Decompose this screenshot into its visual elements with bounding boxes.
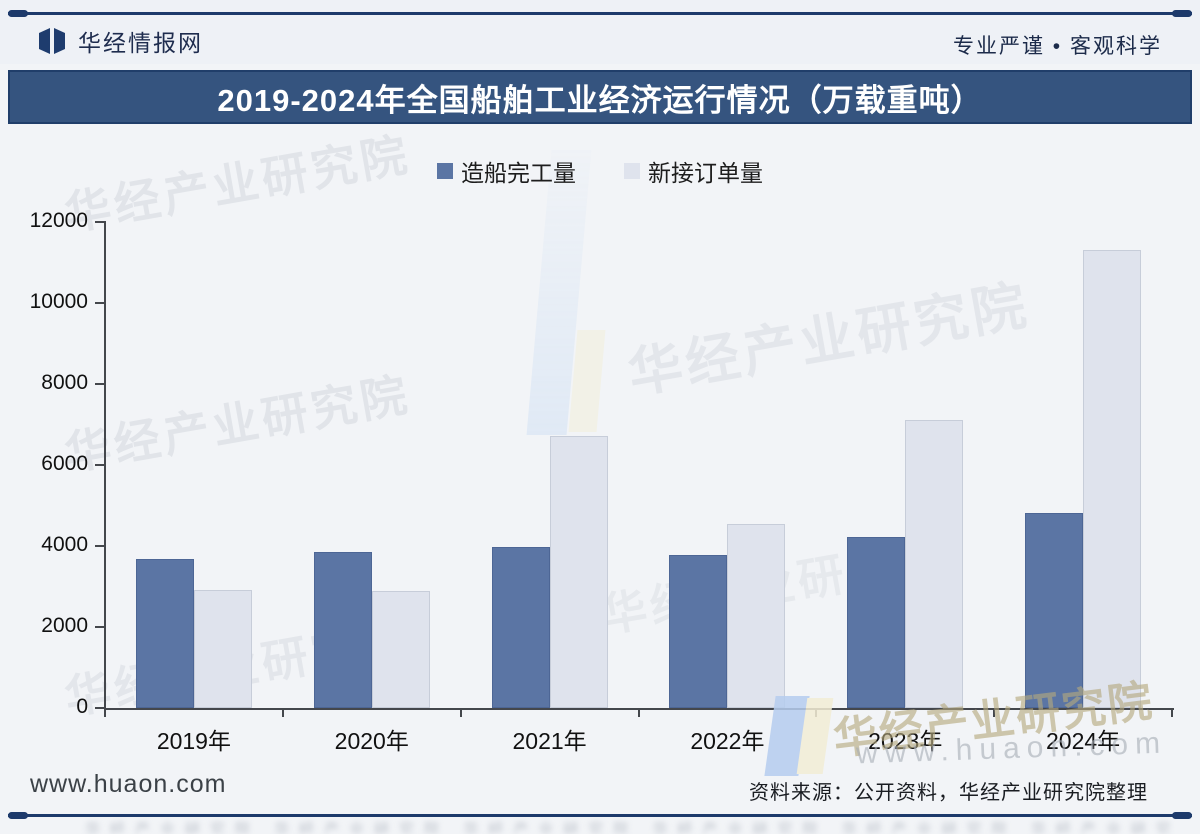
bar-2023年-造船完工量 [847,536,906,708]
legend-item-completions: 造船完工量 [437,154,576,188]
brand: 华经情报网 [36,24,203,58]
legend-swatch-new-orders [624,163,640,179]
bar-2019年-造船完工量 [135,559,194,708]
x-tick-mark [637,710,640,717]
chart-legend: 造船完工量 新接订单量 [0,154,1200,188]
header-strip [0,0,1200,64]
y-tick-label: 2000 [41,614,88,637]
watermark-blur-strip: 华经产业研究院 华经产业研究院 华经产业研究院 华经产业研究院 华经产业研究院 … [85,821,1175,834]
y-tick-label: 4000 [41,533,88,556]
x-tick-mark [993,710,996,717]
y-tick-label: 6000 [41,452,88,475]
bottom-divider-left-cap [8,812,28,819]
legend-swatch-completions [437,163,453,179]
y-tick-mark [95,707,105,709]
bar-2023年-新接订单量 [905,419,964,708]
top-divider-line [8,12,1192,15]
bar-2019年-新接订单量 [193,590,252,708]
bar-2020年-新接订单量 [371,590,430,708]
x-tick-mark [281,710,284,717]
y-tick-label: 8000 [41,371,88,394]
legend-label-completions: 造船完工量 [461,160,576,186]
bar-2024年-造船完工量 [1025,512,1084,708]
chart-title-bar: 2019-2024年全国船舶工业经济运行情况（万载重吨） [8,70,1192,124]
brand-name: 华经情报网 [78,30,203,56]
header-tagline: 专业严谨 • 客观科学 [952,35,1162,58]
y-tick-label: 0 [76,695,88,718]
y-tick-label: 12000 [29,209,88,232]
x-category-label: 2022年 [690,728,765,754]
x-category-label: 2019年 [156,728,231,754]
y-tick-mark [95,626,105,628]
legend-item-new-orders: 新接订单量 [624,154,763,188]
y-tick-label: 10000 [29,290,88,313]
footer-source-note: 资料来源：公开资料，华经产业研究院整理 [749,782,1148,804]
x-category-label: 2024年 [1045,728,1121,754]
y-tick-mark [95,221,105,223]
footer-website: www.huaon.com [30,770,227,798]
bar-2024年-新接订单量 [1083,250,1142,708]
x-tick-mark [104,710,106,717]
y-tick-mark [95,302,105,304]
bottom-divider-line [8,814,1192,817]
open-book-logo-icon [39,28,65,54]
bottom-divider-right-cap [1172,812,1192,819]
bar-2022年-造船完工量 [669,554,728,708]
bar-2021年-新接订单量 [549,436,608,708]
x-tick-mark [815,710,818,717]
bar-2020年-造船完工量 [313,551,372,708]
x-category-label: 2021年 [512,728,587,754]
x-tick-mark [459,710,462,717]
y-tick-mark [95,545,105,547]
top-divider-left-cap [8,10,28,17]
y-tick-mark [95,383,105,385]
y-tick-mark [95,464,105,466]
x-tick-mark [1171,710,1173,717]
x-category-label: 2023年 [868,728,943,754]
x-category-label: 2020年 [334,728,409,754]
top-divider-right-cap [1172,10,1192,17]
bar-2021年-造船完工量 [491,547,550,708]
x-axis-line [104,708,1174,710]
legend-label-new-orders: 新接订单量 [648,160,763,186]
y-axis-line [104,221,106,710]
chart-title: 2019-2024年全国船舶工业经济运行情况（万载重吨） [217,82,983,118]
bar-2022年-新接订单量 [727,523,786,708]
